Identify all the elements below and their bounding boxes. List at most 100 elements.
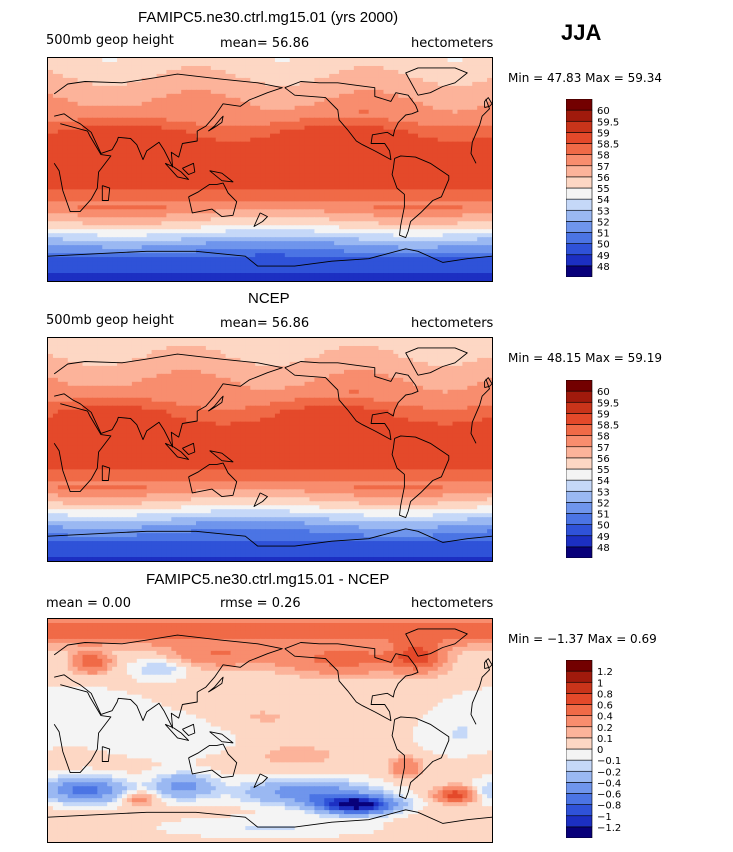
panel-1-field-cell	[329, 73, 335, 79]
panel-1-field-cell	[452, 233, 459, 238]
panel-1-field-cell	[462, 129, 468, 135]
panel-1-field-cell	[339, 109, 345, 115]
panel-1-field-cell	[235, 77, 241, 83]
panel-1-field-cell	[52, 221, 59, 226]
panel-1-field-cell	[235, 58, 241, 63]
panel-1-field-cell	[368, 161, 375, 167]
panel-1-field-cell	[92, 221, 98, 226]
panel-1-field-cell	[373, 229, 380, 234]
panel-1-field-cell	[398, 73, 404, 79]
panel-1-field-cell	[215, 97, 222, 103]
panel-1-field-cell	[245, 225, 251, 230]
panel-1-field-cell	[240, 125, 246, 131]
panel-1-field-cell	[462, 189, 468, 194]
panel-1-field-cell	[171, 157, 177, 163]
panel-1-field-cell	[141, 129, 148, 135]
panel-1-field-cell	[141, 173, 148, 179]
panel-1-field-cell	[294, 269, 301, 274]
panel-1-field-cell	[482, 97, 488, 103]
panel-1-field-cell	[107, 93, 113, 99]
panel-1-field-cell	[457, 265, 463, 270]
panel-1-field-cell	[457, 177, 463, 183]
panel-1-field-cell	[329, 225, 335, 230]
panel-1-field-cell	[358, 97, 365, 103]
panel-1-field-cell	[299, 233, 306, 238]
panel-1-field-cell	[205, 81, 212, 87]
panel-1-field-cell	[418, 217, 424, 222]
panel-1-field-cell	[141, 229, 148, 234]
panel-1-field-cell	[265, 201, 271, 206]
panel-1-field-cell	[289, 89, 296, 95]
panel-1-field-cell	[358, 165, 365, 171]
panel-1-field-cell	[378, 205, 385, 210]
panel-1-field-cell	[210, 133, 217, 139]
panel-1-field-cell	[309, 73, 315, 79]
panel-1-field-cell	[67, 133, 74, 139]
panel-1-field-cell	[457, 97, 463, 103]
panel-1-field-cell	[437, 109, 444, 115]
panel-1-field-cell	[388, 113, 394, 119]
panel-1-field-cell	[72, 73, 79, 79]
panel-1-field-cell	[284, 249, 291, 254]
panel-1-field-cell	[427, 225, 434, 230]
panel-1-field-cell	[196, 221, 202, 226]
panel-1-field-cell	[353, 269, 360, 274]
panel-1-field-cell	[329, 105, 335, 111]
panel-1-field-cell	[67, 137, 74, 143]
panel-1-field-cell	[260, 113, 266, 119]
panel-1-field-cell	[472, 189, 478, 194]
panel-1-field-cell	[117, 141, 123, 147]
panel-1-field-cell	[452, 145, 459, 151]
panel-1-field-cell	[437, 105, 444, 111]
panel-1-field-cell	[339, 233, 345, 238]
panel-1-field-cell	[151, 265, 158, 270]
panel-1-field-cell	[398, 81, 404, 87]
panel-1-field-cell	[72, 77, 79, 83]
panel-1-field-cell	[122, 185, 128, 191]
panel-1-field-cell	[314, 213, 320, 218]
panel-1-field-cell	[353, 221, 360, 226]
panel-1-field-cell	[388, 69, 394, 75]
panel-1-field-cell	[294, 193, 301, 198]
panel-1-field-cell	[176, 201, 182, 206]
panel-1-field-cell	[136, 253, 143, 258]
panel-1-field-cell	[418, 113, 424, 119]
panel-1-field-cell	[314, 233, 320, 238]
panel-1-field-cell	[77, 77, 84, 83]
panel-1-field-cell	[383, 125, 389, 131]
panel-1-field-cell	[324, 205, 330, 210]
panel-1-field-cell	[72, 101, 79, 107]
panel-1-field-cell	[77, 161, 84, 167]
panel-1-field-cell	[413, 113, 419, 119]
panel-1-field-cell	[482, 165, 488, 171]
panel-1-field-cell	[230, 273, 237, 278]
panel-1-field-cell	[107, 165, 113, 171]
panel-1-field-cell	[344, 233, 350, 238]
panel-1-field-cell	[102, 277, 108, 281]
panel-1-field-cell	[186, 209, 192, 214]
panel-1-field-cell	[146, 133, 153, 139]
panel-1-field-cell	[176, 121, 182, 127]
panel-1-field-cell	[176, 193, 182, 198]
panel-1-field-cell	[225, 58, 232, 63]
panel-1-field-cell	[378, 65, 385, 71]
panel-1-field-cell	[437, 213, 444, 218]
panel-1-field-cell	[131, 61, 138, 67]
panel-1-field-cell	[472, 185, 478, 191]
panel-1-field-cell	[368, 233, 375, 238]
panel-1-field-cell	[373, 245, 380, 250]
panel-1-field-cell	[427, 269, 434, 274]
panel-1-field-cell	[403, 121, 409, 127]
panel-1-field-cell	[403, 169, 409, 175]
panel-1-field-cell	[398, 269, 404, 274]
panel-1-field-cell	[265, 81, 271, 87]
panel-1-field-cell	[67, 205, 74, 210]
panel-1-field-cell	[353, 197, 360, 202]
panel-1-field-cell	[62, 213, 69, 218]
panel-1-field-cell	[77, 153, 84, 159]
panel-1-field-cell	[48, 177, 54, 183]
panel-1-field-cell	[200, 205, 207, 210]
panel-1-field-cell	[334, 89, 340, 95]
panel-1-field-cell	[48, 117, 54, 123]
panel-1-field-cell	[196, 181, 202, 187]
